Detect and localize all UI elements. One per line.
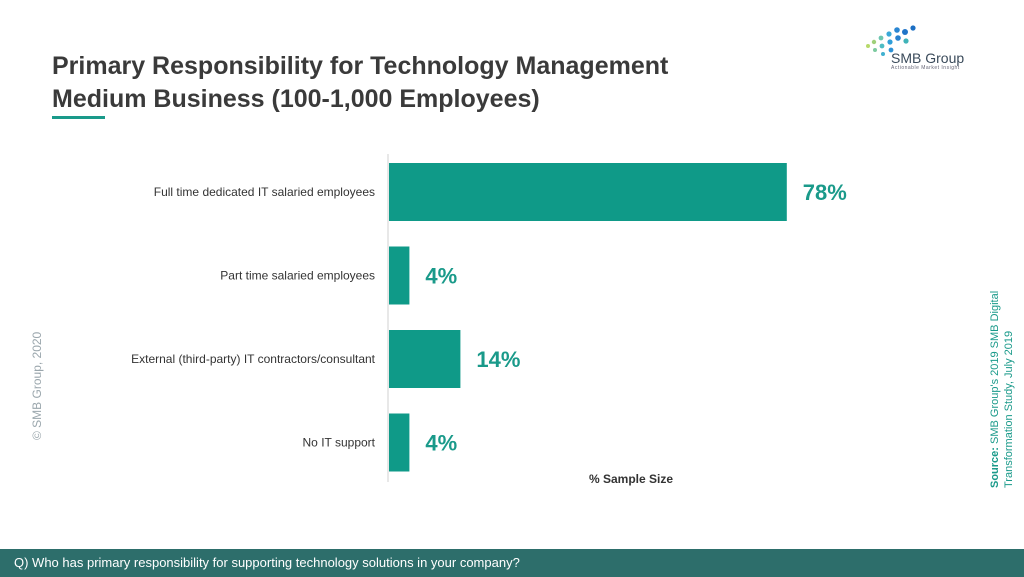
value-label-2: 14% [476, 347, 520, 372]
source-label: Source: [989, 447, 1001, 488]
logo-tagline: Actionable Market Insight [891, 65, 960, 71]
chart-title-line1: Primary Responsibility for Technology Ma… [52, 52, 669, 80]
chart-title-line2: Medium Business (100-1,000 Employees) [52, 85, 540, 113]
chart-title: Primary Responsibility for Technology Ma… [52, 50, 668, 116]
smb-group-logo-icon [866, 25, 916, 56]
survey-question: Q) Who has primary responsibility for su… [14, 555, 520, 570]
logo-name: SMB Group [891, 50, 965, 66]
bar-1 [389, 246, 410, 305]
bar-0 [389, 163, 787, 221]
value-label-1: 4% [425, 264, 457, 289]
title-underline [52, 116, 105, 119]
source-line2: Transformation Study, July 2019 [1003, 330, 1015, 488]
x-axis-label: % Sample Size [589, 472, 673, 486]
footer-bar: Q) Who has primary responsibility for su… [0, 549, 1024, 577]
value-label-3: 4% [425, 431, 457, 456]
source-line1: SMB Group's 2019 SMB Digital [989, 290, 1001, 444]
category-label-2: External (third-party) IT contractors/co… [131, 352, 376, 366]
copyright-text: © SMB Group, 2020 [30, 331, 44, 440]
bar-2 [389, 330, 461, 388]
category-label-1: Part time salaried employees [220, 269, 375, 283]
category-label-0: Full time dedicated IT salaried employee… [154, 185, 375, 199]
bars-group: Full time dedicated IT salaried employee… [131, 163, 847, 472]
source-note: Source: SMB Group's 2019 SMB Digital Tra… [988, 291, 1016, 488]
value-label-0: 78% [803, 180, 847, 205]
bar-3 [389, 413, 410, 472]
category-label-3: No IT support [303, 436, 376, 450]
